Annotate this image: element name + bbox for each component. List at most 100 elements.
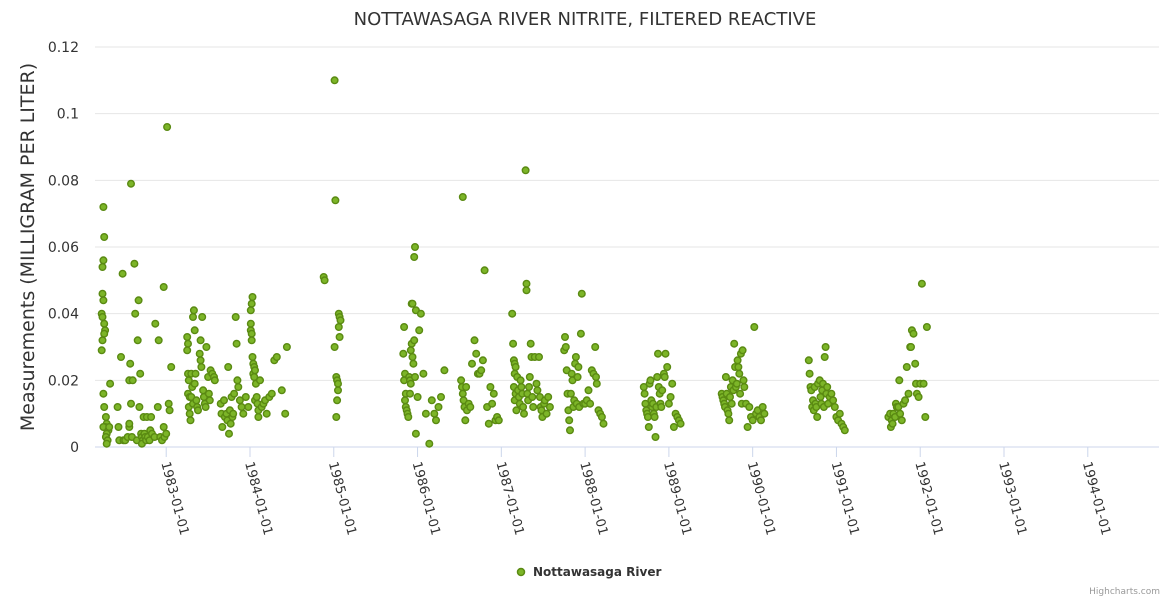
data-point[interactable] (137, 370, 144, 377)
data-point[interactable] (257, 377, 264, 384)
data-point[interactable] (197, 357, 204, 364)
data-point[interactable] (759, 404, 766, 411)
credits-link[interactable]: Highcharts.com (1089, 587, 1160, 597)
legend-label[interactable]: Nottawasaga River (533, 565, 661, 579)
data-point[interactable] (723, 374, 730, 381)
data-point[interactable] (513, 407, 520, 414)
data-point[interactable] (131, 260, 138, 267)
data-point[interactable] (240, 410, 247, 417)
data-point[interactable] (568, 390, 575, 397)
data-point[interactable] (462, 417, 469, 424)
data-point[interactable] (243, 394, 250, 401)
data-point[interactable] (600, 420, 607, 427)
data-point[interactable] (905, 390, 912, 397)
data-point[interactable] (429, 397, 436, 404)
data-point[interactable] (119, 270, 126, 277)
data-point[interactable] (533, 380, 540, 387)
data-point[interactable] (132, 310, 139, 317)
data-point[interactable] (735, 364, 742, 371)
data-point[interactable] (814, 414, 821, 421)
data-point[interactable] (431, 410, 438, 417)
data-point[interactable] (331, 344, 338, 351)
data-point[interactable] (100, 390, 107, 397)
data-point[interactable] (195, 407, 202, 414)
data-point[interactable] (912, 360, 919, 367)
data-point[interactable] (152, 320, 159, 327)
data-point[interactable] (129, 377, 136, 384)
data-point[interactable] (98, 347, 105, 354)
data-point[interactable] (832, 404, 839, 411)
data-point[interactable] (414, 394, 421, 401)
data-point[interactable] (412, 244, 419, 251)
data-point[interactable] (924, 324, 931, 331)
data-point[interactable] (337, 317, 344, 324)
data-point[interactable] (664, 364, 671, 371)
data-point[interactable] (908, 344, 915, 351)
data-point[interactable] (547, 404, 554, 411)
data-point[interactable] (438, 394, 445, 401)
data-point[interactable] (334, 397, 341, 404)
data-point[interactable] (592, 344, 599, 351)
data-point[interactable] (647, 377, 654, 384)
data-point[interactable] (734, 357, 741, 364)
data-point[interactable] (101, 320, 108, 327)
data-point[interactable] (574, 374, 581, 381)
data-point[interactable] (806, 370, 813, 377)
series-points[interactable] (98, 77, 930, 447)
data-point[interactable] (160, 284, 167, 291)
data-point[interactable] (212, 377, 219, 384)
data-point[interactable] (263, 410, 270, 417)
data-point[interactable] (198, 364, 205, 371)
data-point[interactable] (741, 384, 748, 391)
data-point[interactable] (248, 300, 255, 307)
data-point[interactable] (671, 424, 678, 431)
data-point[interactable] (128, 400, 135, 407)
data-point[interactable] (522, 167, 529, 174)
data-point[interactable] (100, 297, 107, 304)
data-point[interactable] (658, 404, 665, 411)
data-point[interactable] (190, 314, 197, 321)
data-point[interactable] (103, 440, 110, 447)
data-point[interactable] (530, 404, 537, 411)
data-point[interactable] (471, 337, 478, 344)
data-point[interactable] (520, 404, 527, 411)
data-point[interactable] (409, 354, 416, 361)
data-point[interactable] (480, 357, 487, 364)
data-point[interactable] (234, 377, 241, 384)
data-point[interactable] (529, 394, 536, 401)
data-point[interactable] (822, 344, 829, 351)
data-point[interactable] (126, 420, 133, 427)
data-point[interactable] (196, 350, 203, 357)
data-point[interactable] (423, 410, 430, 417)
data-point[interactable] (230, 410, 237, 417)
data-point[interactable] (662, 350, 669, 357)
data-point[interactable] (563, 344, 570, 351)
data-point[interactable] (473, 350, 480, 357)
data-point[interactable] (333, 414, 340, 421)
data-point[interactable] (460, 390, 467, 397)
data-point[interactable] (100, 257, 107, 264)
data-point[interactable] (655, 350, 662, 357)
data-point[interactable] (191, 327, 198, 334)
data-point[interactable] (197, 337, 204, 344)
data-point[interactable] (566, 417, 573, 424)
data-point[interactable] (585, 387, 592, 394)
data-point[interactable] (562, 334, 569, 341)
data-point[interactable] (543, 410, 550, 417)
data-point[interactable] (433, 417, 440, 424)
data-point[interactable] (824, 384, 831, 391)
data-point[interactable] (100, 204, 107, 211)
data-point[interactable] (103, 414, 110, 421)
data-point[interactable] (509, 310, 516, 317)
data-point[interactable] (238, 404, 245, 411)
data-point[interactable] (746, 404, 753, 411)
data-point[interactable] (545, 394, 552, 401)
data-point[interactable] (99, 290, 106, 297)
data-point[interactable] (731, 340, 738, 347)
data-point[interactable] (335, 380, 342, 387)
data-point[interactable] (654, 374, 661, 381)
data-point[interactable] (646, 424, 653, 431)
data-point[interactable] (481, 267, 488, 274)
data-point[interactable] (99, 264, 106, 271)
data-point[interactable] (231, 390, 238, 397)
